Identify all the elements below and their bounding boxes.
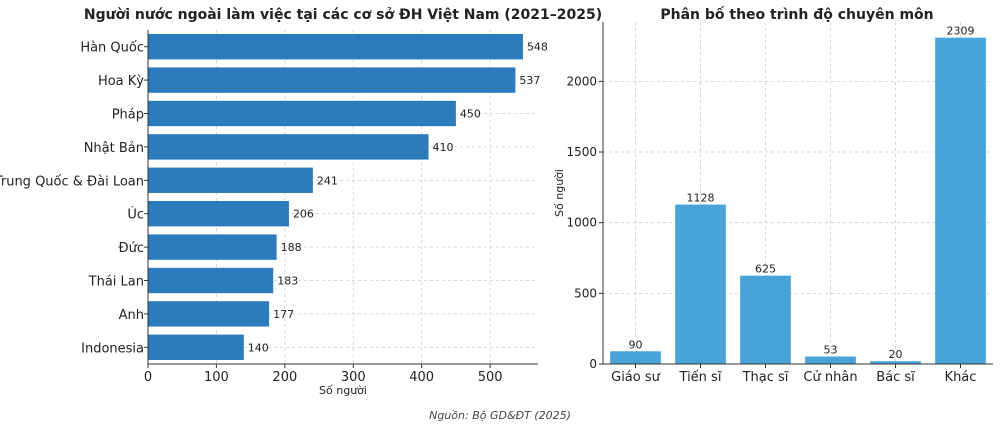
right-category-labels: Giáo sư Tiến sĩ Thạc sĩ Cử nhân Bác sĩ Khác	[611, 364, 976, 385]
right-bar	[740, 275, 791, 364]
right-bar	[870, 361, 921, 364]
right-category-label: Bác sĩ	[876, 370, 915, 385]
left-x-tick-label: 300	[341, 370, 366, 385]
left-category-label: Thái Lan	[88, 275, 144, 290]
left-bar	[148, 267, 274, 294]
left-x-tick-label: 200	[272, 370, 297, 385]
left-x-tick-label: 0	[144, 370, 152, 385]
left-x-axis-label: Số người	[319, 384, 367, 397]
left-category-label: Trung Quốc & Đài Loan	[0, 174, 144, 189]
right-category-label: Giáo sư	[611, 370, 661, 385]
left-x-tick-label: 100	[204, 370, 229, 385]
left-bar	[148, 334, 244, 360]
left-bar-value-label: 410	[433, 141, 454, 154]
left-category-label: Anh	[119, 308, 144, 323]
left-bar	[148, 100, 456, 127]
left-value-labels: 548 537 450 410 241 206 188 183 177 140	[248, 41, 548, 355]
left-category-label: Nhật Bản	[84, 141, 144, 156]
left-x-tick-label: 400	[409, 370, 434, 385]
left-bar	[148, 67, 516, 93]
right-bar-value-label: 53	[824, 344, 838, 357]
right-chart-title: Phân bố theo trình độ chuyên môn	[660, 6, 933, 23]
right-y-axis-label: Số người	[553, 169, 566, 217]
left-bar	[148, 167, 313, 193]
left-category-label: Úc	[127, 207, 144, 223]
right-bar	[805, 356, 856, 364]
right-bar-value-label: 625	[755, 263, 776, 276]
left-bar-value-label: 206	[293, 208, 314, 221]
source-note: Nguồn: Bộ GD&ĐT (2025)	[429, 409, 571, 422]
right-bar-value-label: 1128	[687, 192, 715, 205]
left-bar-value-label: 537	[519, 74, 540, 87]
right-bar	[935, 37, 986, 365]
left-bar-value-label: 188	[281, 241, 302, 254]
left-bar-value-label: 241	[317, 174, 338, 187]
right-category-label: Khác	[945, 370, 977, 385]
left-bars	[148, 34, 523, 360]
right-gridlines	[603, 22, 993, 365]
left-category-label: Hoa Kỳ	[98, 74, 144, 89]
left-bar-value-label: 177	[273, 308, 294, 321]
left-bar	[148, 34, 523, 60]
right-bars	[610, 37, 986, 365]
left-chart-title: Người nước ngoài làm việc tại các cơ sở …	[84, 7, 602, 23]
left-category-label: Hàn Quốc	[80, 41, 144, 56]
right-bar	[610, 351, 661, 364]
left-bar	[148, 134, 429, 160]
right-value-labels: 90 1128 625 53 20 2309	[629, 25, 975, 361]
left-category-label: Pháp	[112, 108, 144, 123]
right-category-label: Thạc sĩ	[742, 370, 789, 385]
left-category-label: Đức	[119, 241, 144, 256]
left-bar	[148, 234, 277, 260]
right-y-tick-label: 0	[589, 357, 597, 371]
right-category-label: Cử nhân	[803, 370, 857, 385]
left-bar	[148, 201, 289, 227]
left-x-tick-label: 500	[478, 370, 503, 385]
right-category-label: Tiến sĩ	[679, 370, 722, 385]
right-y-tick-label: 2000	[566, 74, 597, 88]
left-category-label: Indonesia	[81, 341, 144, 356]
right-y-ticks: 0 500 1000 1500 2000	[566, 74, 603, 371]
right-y-tick-label: 500	[574, 286, 597, 300]
right-bar-value-label: 20	[889, 348, 903, 361]
right-bar-value-label: 2309	[947, 25, 975, 38]
left-chart: Người nước ngoài làm việc tại các cơ sở …	[0, 7, 602, 397]
right-chart: Phân bố theo trình độ chuyên môn 90 1128 6…	[553, 6, 993, 385]
right-y-tick-label: 1000	[566, 216, 597, 230]
left-x-ticks: 0 100 200 300 400 500	[144, 364, 503, 385]
right-y-tick-label: 1500	[566, 145, 597, 159]
left-bar-value-label: 183	[277, 275, 298, 288]
left-bar-value-label: 140	[248, 341, 269, 354]
left-bar-value-label: 450	[460, 108, 481, 121]
left-category-labels: Hàn Quốc Hoa Kỳ Pháp Nhật Bản Trung Quốc & Đ…	[0, 41, 148, 356]
right-bar	[675, 204, 726, 364]
right-bar-value-label: 90	[629, 338, 643, 351]
left-bar-value-label: 548	[527, 41, 548, 54]
left-bar	[148, 301, 270, 327]
